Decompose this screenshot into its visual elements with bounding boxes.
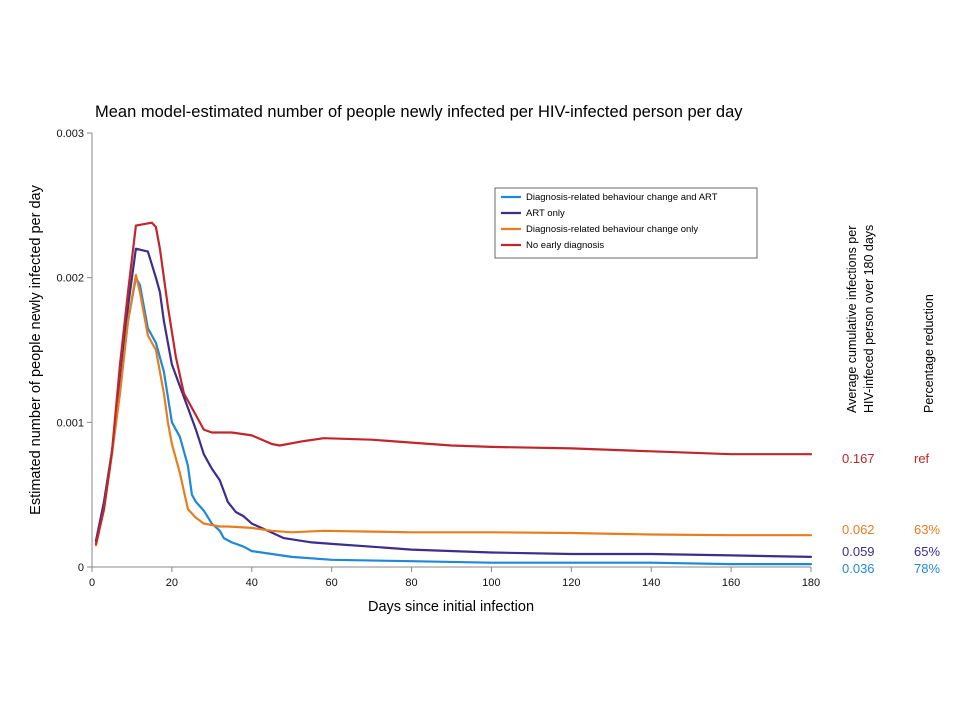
legend-label: Diagnosis-related behaviour change and A…: [526, 192, 718, 203]
series-line-3: [94, 273, 813, 547]
legend-box: [494, 187, 758, 259]
y-tick-label: 0.002: [56, 273, 84, 285]
x-tick-label: 0: [89, 577, 95, 589]
legend-label: No early diagnosis: [526, 240, 604, 251]
series-line-4: [94, 221, 813, 545]
chart-axes: 0 20 40 60 80 100 120 140 160 180 0 0.001 0.002 0.003: [56, 128, 820, 589]
y-tick-label: 0: [78, 562, 84, 574]
series-line-2: [94, 247, 813, 558]
x-tick-label: 20: [166, 577, 178, 589]
side-table: Average cumulative infections per HIV-in…: [842, 225, 940, 576]
y-tick-label: 0.003: [56, 128, 84, 140]
x-tick-label: 40: [246, 577, 258, 589]
legend-label: Diagnosis-related behaviour change only: [526, 224, 698, 235]
x-tick-label: 160: [722, 577, 740, 589]
side-value: 0.167: [842, 451, 875, 466]
side-header-reduction: Percentage reduction: [922, 294, 936, 413]
side-value: 0.036: [842, 561, 875, 576]
side-value: 0.059: [842, 544, 875, 559]
side-header-cumulative-line2: HIV-infeced person over 180 days: [862, 225, 876, 413]
side-value: 0.062: [842, 522, 875, 537]
x-tick-label: 100: [482, 577, 500, 589]
x-axis-title: Days since initial infection: [368, 599, 534, 615]
x-tick-label: 80: [405, 577, 417, 589]
y-axis-title: Estimated number of people newly infecte…: [28, 184, 44, 514]
x-tick-label: 140: [642, 577, 660, 589]
side-header-cumulative-line1: Average cumulative infections per: [845, 226, 859, 413]
side-reduction: 78%: [914, 561, 940, 576]
x-tick-label: 120: [562, 577, 580, 589]
legend-label: ART only: [526, 208, 565, 219]
x-tick-label: 60: [326, 577, 338, 589]
x-tick-label: 180: [802, 577, 820, 589]
chart-legend: Diagnosis-related behaviour change and A…: [494, 187, 758, 259]
chart-title: Mean model-estimated number of people ne…: [95, 103, 743, 121]
series-line-1: [94, 276, 813, 566]
y-tick-label: 0.001: [56, 417, 84, 429]
side-reduction: 63%: [914, 522, 940, 537]
side-reduction: ref: [914, 451, 930, 466]
side-reduction: 65%: [914, 544, 940, 559]
series-layer: [94, 221, 813, 566]
